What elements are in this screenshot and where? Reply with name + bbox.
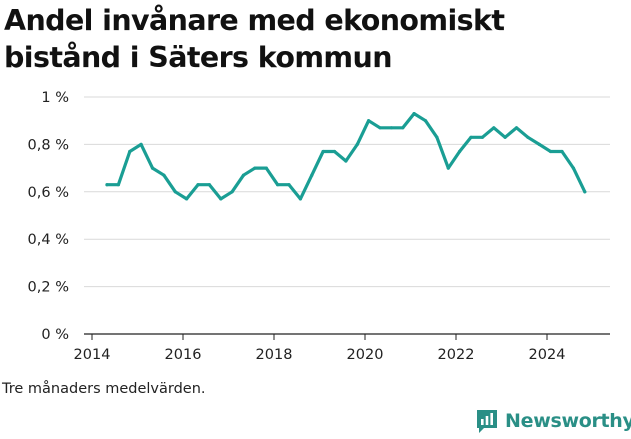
newsworthy-chart-icon xyxy=(477,410,497,433)
data-point xyxy=(401,126,405,130)
data-point xyxy=(196,183,200,187)
data-point xyxy=(526,135,530,139)
data-point xyxy=(139,142,143,146)
data-point xyxy=(344,159,348,163)
x-tick-label: 2016 xyxy=(165,347,202,363)
data-point xyxy=(310,173,314,177)
data-point xyxy=(423,119,428,123)
data-point xyxy=(492,126,496,130)
y-tick-label: 0,8 % xyxy=(28,137,69,153)
x-tick-label: 2014 xyxy=(74,347,111,363)
newsworthy-logo[interactable]: Newsworthy xyxy=(475,408,631,434)
data-point xyxy=(207,183,211,187)
data-point xyxy=(162,173,166,177)
data-point xyxy=(389,126,393,130)
data-series xyxy=(105,111,587,201)
data-point xyxy=(173,190,177,194)
data-point xyxy=(560,149,564,154)
data-point xyxy=(446,166,450,170)
data-point xyxy=(321,149,325,154)
data-point xyxy=(116,183,120,187)
data-point xyxy=(253,166,257,170)
x-tick-label: 2020 xyxy=(347,347,384,363)
data-point xyxy=(367,119,371,123)
data-point xyxy=(298,197,302,201)
data-point xyxy=(412,112,416,116)
data-point xyxy=(276,183,280,187)
data-point xyxy=(480,135,484,139)
data-point xyxy=(503,135,507,139)
data-point xyxy=(219,197,223,201)
x-tick-label: 2022 xyxy=(438,347,475,363)
x-tick-label: 2024 xyxy=(529,347,566,363)
data-point xyxy=(230,190,234,194)
series-line xyxy=(105,111,587,201)
data-point xyxy=(150,166,155,170)
data-point xyxy=(355,142,359,146)
y-tick-label: 1 % xyxy=(41,90,69,106)
data-point xyxy=(549,149,553,154)
x-axis: 2014 2016 2018 2020 2022 2024 xyxy=(74,333,610,363)
data-point xyxy=(332,149,337,154)
data-point xyxy=(537,142,541,146)
data-point xyxy=(458,149,462,154)
data-point xyxy=(583,190,587,194)
y-axis-ticks: 0 % 0,2 % 0,4 % 0,6 % 0,8 % 1 % xyxy=(28,90,69,343)
data-point xyxy=(435,135,439,139)
data-point xyxy=(469,135,473,139)
chart-title: Andel invånare med ekonomiskt bistånd i … xyxy=(4,4,505,74)
data-point xyxy=(287,183,291,187)
data-point xyxy=(378,126,382,130)
y-tick-label: 0 % xyxy=(41,327,69,343)
data-point xyxy=(571,166,576,170)
y-tick-label: 0,2 % xyxy=(28,280,69,296)
footnote: Tre månaders medelvärden. xyxy=(2,381,206,397)
data-point xyxy=(241,173,246,177)
x-tick-label: 2018 xyxy=(256,347,293,363)
data-point xyxy=(264,166,268,170)
data-point xyxy=(514,126,519,130)
brand-name: Newsworthy xyxy=(505,410,631,432)
y-tick-label: 0,6 % xyxy=(28,185,69,201)
data-point xyxy=(185,197,189,201)
data-point xyxy=(105,183,109,187)
y-tick-label: 0,4 % xyxy=(28,232,69,248)
data-point xyxy=(128,149,132,154)
gridlines xyxy=(84,96,610,288)
